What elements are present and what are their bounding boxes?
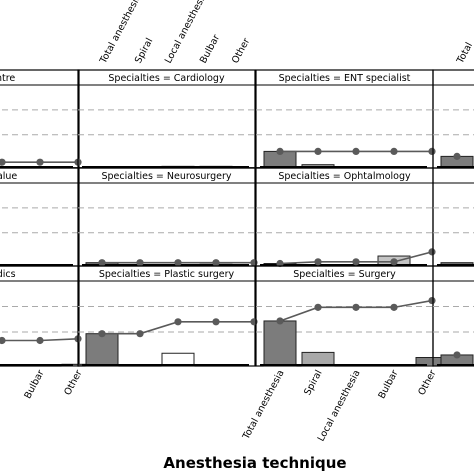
- panel-frame: [432, 265, 474, 367]
- line-point: [428, 248, 436, 256]
- line-point: [212, 318, 220, 326]
- panel-title: Specialties = Cardiology: [108, 73, 225, 84]
- bottom-tick-label: Other: [62, 368, 84, 397]
- line-point: [36, 158, 44, 166]
- line-point: [428, 296, 436, 305]
- panel-title: Specialties = ENT specialist: [279, 73, 411, 84]
- panel-title: ssing value: [0, 171, 17, 182]
- line-point: [0, 336, 6, 345]
- x-axis-title: Anesthesia technique: [163, 454, 346, 472]
- line-point: [428, 147, 436, 155]
- line-point: [276, 147, 284, 155]
- line-point: [314, 303, 322, 311]
- top-tick-label: Spiral: [133, 36, 155, 65]
- line-point: [0, 158, 6, 166]
- line-point: [212, 259, 220, 267]
- line-point: [390, 303, 398, 311]
- line-point: [136, 259, 144, 267]
- panel-title: Specialties = Plastic surgery: [99, 269, 235, 280]
- line-point: [352, 303, 360, 311]
- facet-panel: S: [432, 265, 474, 367]
- top-tick-label: Total: [454, 41, 474, 67]
- panel-title: Specialties = Ophtalmology: [278, 171, 411, 182]
- facet-panel: Spe: [432, 69, 474, 169]
- line-point: [276, 317, 284, 325]
- line-point: [352, 147, 360, 155]
- panel-title: Specialties = Neurosurgery: [102, 171, 232, 182]
- bottom-tick-label: Other: [416, 368, 438, 397]
- line-point: [276, 259, 284, 268]
- line-point: [314, 258, 322, 266]
- panel-title: Specialties = Surgery: [293, 269, 396, 280]
- line-point: [174, 259, 182, 267]
- panel-frame: [432, 167, 474, 267]
- facet-panel: Specialties = Neurosurgery: [77, 167, 258, 267]
- panel-frame: [432, 69, 474, 169]
- bar: [85, 333, 119, 367]
- facet-panel: Specialties = Plastic surgery: [77, 265, 258, 367]
- line-point: [352, 258, 360, 266]
- facet-panel: Specialties = Surgery: [255, 265, 449, 367]
- facet-panel: Specialties = Ophtalmology: [255, 167, 436, 268]
- line-point: [390, 258, 398, 266]
- panel-frame: [0, 69, 80, 169]
- bottom-tick-label: Spiral: [302, 368, 324, 397]
- facet-panels: rns Centre Specialties = Cardiology Specia…: [0, 69, 474, 367]
- top-tick-label: Other: [230, 36, 252, 65]
- bottom-tick-label: Local anesthesia: [316, 368, 363, 443]
- bottom-tick-label: Total anesthesia: [240, 368, 286, 442]
- bar: [263, 320, 297, 367]
- bar: [301, 351, 335, 367]
- bottom-tick-label: Bulbar: [22, 368, 46, 401]
- panel-title: rns Centre: [0, 73, 15, 84]
- panel-title: rthopedics: [0, 269, 16, 280]
- facet-panel: Specialties = ENT specialist: [255, 69, 436, 169]
- facet-panel: ssing value: [0, 167, 80, 267]
- line-point: [453, 351, 461, 359]
- facet-panel: S: [432, 167, 474, 267]
- line-point: [98, 330, 106, 338]
- line-point: [98, 259, 106, 267]
- line-point: [453, 152, 461, 160]
- line-point: [36, 336, 44, 345]
- line-point: [136, 330, 144, 338]
- line-point: [390, 147, 398, 155]
- panel-frame: [0, 167, 80, 267]
- line-point: [314, 147, 322, 155]
- panel-frame: [0, 265, 80, 367]
- top-tick-label: Bulbar: [198, 33, 222, 66]
- line-point: [174, 318, 182, 326]
- facet-panel: Specialties = Cardiology: [77, 69, 271, 169]
- bottom-tick-label: Bulbar: [376, 368, 400, 401]
